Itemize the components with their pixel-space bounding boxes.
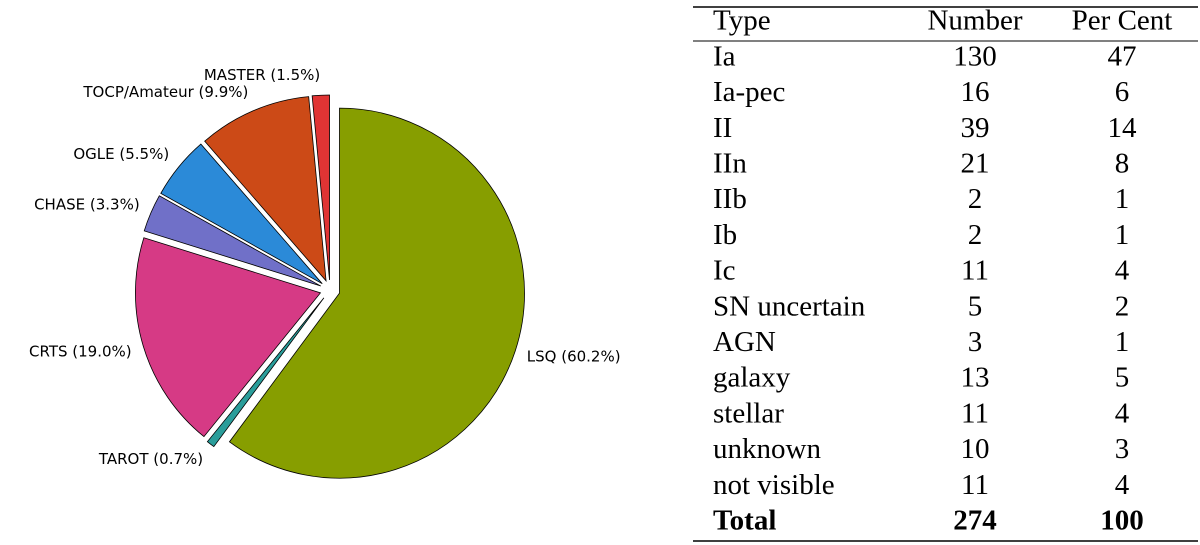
table-cell: 11 — [961, 469, 989, 501]
pie-slice — [160, 143, 323, 285]
table-cell: AGN — [713, 326, 776, 358]
table-cell: 5 — [968, 290, 983, 322]
table-cell: 16 — [961, 76, 990, 108]
table-cell: IIb — [713, 183, 747, 215]
slice-label: CRTS (19.0%) — [29, 343, 132, 361]
table-cell: 13 — [961, 362, 990, 394]
slice-label: TAROT (0.7%) — [98, 450, 203, 468]
table-cell: unknown — [713, 433, 821, 465]
table-cell: 1 — [1115, 326, 1130, 358]
slice-label: LSQ (60.2%) — [527, 348, 621, 366]
total-cell: 100 — [1100, 504, 1144, 536]
table-cell: 14 — [1108, 112, 1138, 144]
total-cell: 274 — [953, 504, 997, 536]
table-cell: Ic — [713, 255, 736, 287]
table-cell: 3 — [1115, 433, 1130, 465]
table-cell: 6 — [1115, 76, 1130, 108]
slice-label: OGLE (5.5%) — [73, 145, 169, 163]
table-cell: SN uncertain — [713, 290, 866, 322]
slice-label: MASTER (1.5%) — [204, 66, 320, 84]
pie-slice — [204, 96, 327, 283]
table-cell: 21 — [961, 147, 990, 179]
table-cell: not visible — [713, 469, 835, 501]
table-cell: 5 — [1115, 362, 1130, 394]
table-cell: 8 — [1115, 147, 1130, 179]
pie-slice — [206, 297, 325, 448]
table-cell: Ia — [713, 40, 736, 72]
table-cell: 3 — [968, 326, 983, 358]
total-cell: Total — [713, 504, 776, 536]
table-cell: 4 — [1115, 469, 1130, 501]
table-cell: 4 — [1115, 397, 1130, 429]
table-cell: 2 — [968, 219, 983, 251]
header-cell: Per Cent — [1072, 5, 1173, 37]
table-cell: 47 — [1108, 40, 1137, 72]
header-cell: Type — [713, 5, 771, 37]
pie-slice — [135, 237, 322, 438]
header-cell: Number — [927, 5, 1022, 37]
table-cell: 39 — [961, 112, 990, 144]
table-cell: 4 — [1115, 255, 1130, 287]
table-cell: II — [713, 112, 732, 144]
pie-slice — [143, 195, 322, 287]
table-cell: 10 — [961, 433, 990, 465]
table-cell: Ib — [713, 219, 737, 251]
table-cell: Ia-pec — [713, 76, 785, 108]
pie-slice — [311, 94, 330, 281]
table-cell: 1 — [1115, 219, 1130, 251]
table-cell: galaxy — [713, 362, 791, 394]
slice-label: TOCP/Amateur (9.9%) — [82, 83, 248, 101]
table-cell: stellar — [713, 397, 784, 429]
table-cell: 2 — [1115, 290, 1130, 322]
table-cell: 2 — [968, 183, 983, 215]
table-cell: IIn — [713, 147, 747, 179]
table-cell: 1 — [1115, 183, 1130, 215]
table-cell: 11 — [961, 397, 989, 429]
table-cell: 11 — [961, 255, 989, 287]
pie-slice — [228, 107, 525, 479]
slice-label: CHASE (3.3%) — [34, 196, 140, 214]
table-cell: 130 — [953, 40, 997, 72]
